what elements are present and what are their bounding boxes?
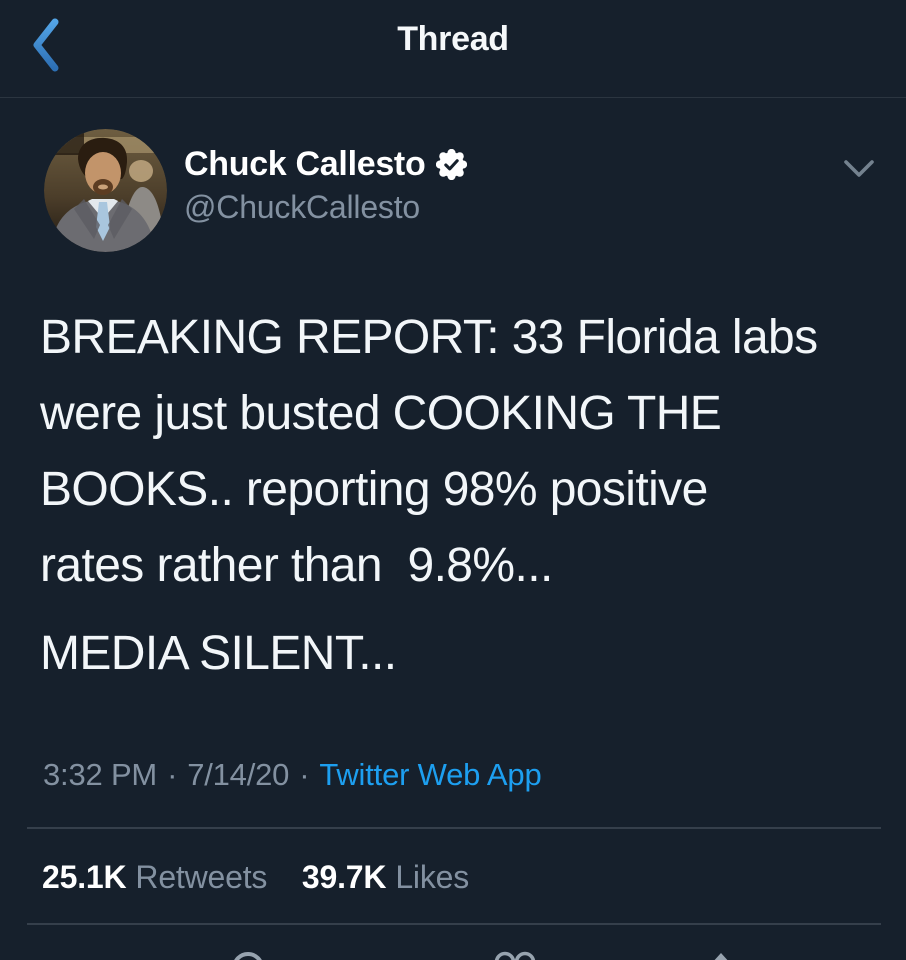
meta-separator: · (167, 757, 178, 792)
retweets-count: 25.1K (42, 859, 127, 895)
tweet-text-paragraph-2: MEDIA SILENT... (40, 627, 397, 680)
meta-separator: · (299, 757, 310, 792)
display-name: Chuck Callesto (184, 144, 426, 183)
tweet-date: 7/14/20 (187, 757, 290, 792)
retweets-label: Retweets (135, 859, 268, 895)
tweet-stats: 25.1K Retweets 39.7K Likes (42, 858, 469, 896)
tweet-text-line: were just busted COOKING THE (40, 387, 722, 440)
likes-stat[interactable]: 39.7K Likes (302, 859, 469, 895)
back-button[interactable] (22, 14, 70, 78)
divider (27, 923, 881, 925)
chevron-left-icon (29, 18, 63, 76)
tweet-text-line: BREAKING REPORT: 33 Florida labs (40, 311, 818, 364)
page-title: Thread (397, 20, 509, 58)
top-bar: Thread (0, 0, 906, 98)
author-name-row[interactable]: Chuck Callesto (184, 143, 468, 185)
user-handle: @ChuckCallesto (184, 189, 420, 225)
verified-badge-icon (436, 148, 468, 180)
chevron-down-icon (840, 159, 878, 187)
avatar-photo (44, 129, 167, 252)
tweet-source-link[interactable]: Twitter Web App (319, 757, 542, 792)
retweets-stat[interactable]: 25.1K Retweets (42, 859, 267, 895)
avatar[interactable] (44, 129, 167, 252)
reply-button[interactable] (229, 947, 267, 960)
tweet-time: 3:32 PM (43, 757, 158, 792)
likes-count: 39.7K (301, 859, 387, 895)
tweet-meta: 3:32 PM · 7/14/20 · Twitter Web App (43, 757, 542, 793)
tweet-text-line: rates rather than 9.8%... (40, 539, 553, 592)
like-button[interactable] (492, 949, 538, 960)
share-button[interactable] (704, 950, 738, 960)
divider (27, 827, 881, 829)
more-button[interactable] (837, 148, 881, 192)
tweet-text: BREAKING REPORT: 33 Florida labs were ju… (40, 300, 880, 692)
likes-label: Likes (395, 859, 470, 895)
tweet-text-line: BOOKS.. reporting 98% positive (40, 463, 708, 516)
